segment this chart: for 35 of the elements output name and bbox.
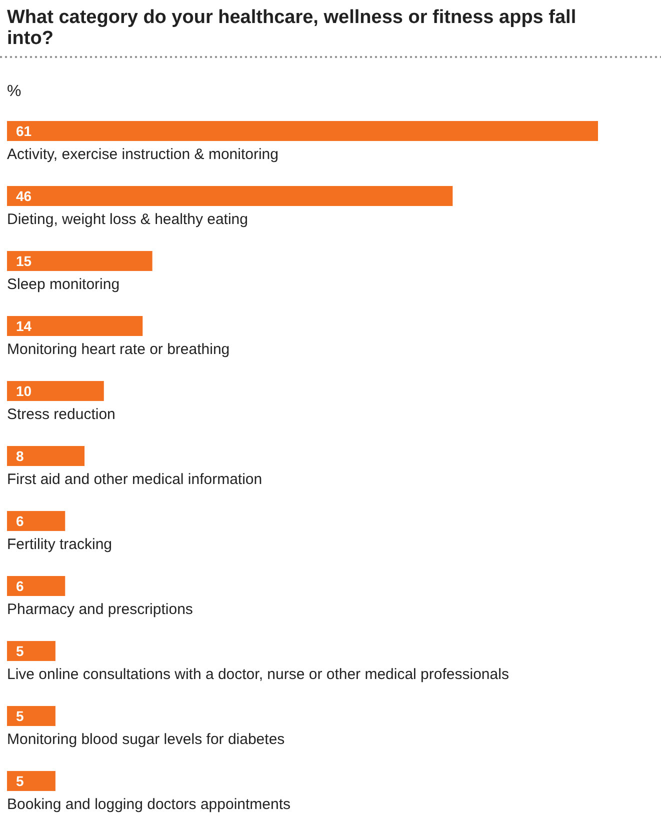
- data-label: 15: [16, 253, 32, 269]
- y-tick-label: Monitoring heart rate or breathing: [7, 341, 230, 358]
- data-label: 8: [16, 448, 24, 464]
- bar: [7, 316, 143, 336]
- bar: [7, 641, 56, 661]
- y-tick-label: First aid and other medical information: [7, 471, 262, 488]
- data-label: 46: [16, 188, 32, 204]
- bar: [7, 381, 104, 401]
- bar: [7, 446, 85, 466]
- bar: [7, 576, 66, 596]
- data-label: 5: [16, 773, 24, 789]
- y-tick-label: Fertility tracking: [7, 536, 112, 553]
- y-tick-label: Pharmacy and prescriptions: [7, 601, 193, 618]
- data-label: 61: [16, 123, 32, 139]
- y-tick-label: Dieting, weight loss & healthy eating: [7, 211, 248, 228]
- y-tick-label: Booking and logging doctors appointments: [7, 796, 291, 813]
- bar: [7, 121, 598, 141]
- bar: [7, 186, 453, 206]
- data-label: 5: [16, 708, 24, 724]
- y-tick-label: Live online consultations with a doctor, nurse or other medical professionals: [7, 666, 509, 683]
- data-label: 10: [16, 383, 32, 399]
- data-label: 14: [16, 318, 32, 334]
- x-axis-title: %: [7, 83, 22, 100]
- y-tick-label: Activity, exercise instruction & monitoring: [7, 146, 278, 163]
- bar: [7, 511, 66, 531]
- chart-title: What category do your healthcare, wellness or fitness apps fall into?: [7, 7, 576, 49]
- y-tick-label: Sleep monitoring: [7, 276, 120, 293]
- bar: [7, 706, 56, 726]
- data-label: 6: [16, 578, 24, 594]
- bar: [7, 771, 56, 791]
- y-tick-label: Stress reduction: [7, 406, 116, 423]
- bar: [7, 251, 152, 271]
- data-label: 6: [16, 513, 24, 529]
- data-label: 5: [16, 643, 24, 659]
- y-tick-label: Monitoring blood sugar levels for diabetes: [7, 731, 285, 748]
